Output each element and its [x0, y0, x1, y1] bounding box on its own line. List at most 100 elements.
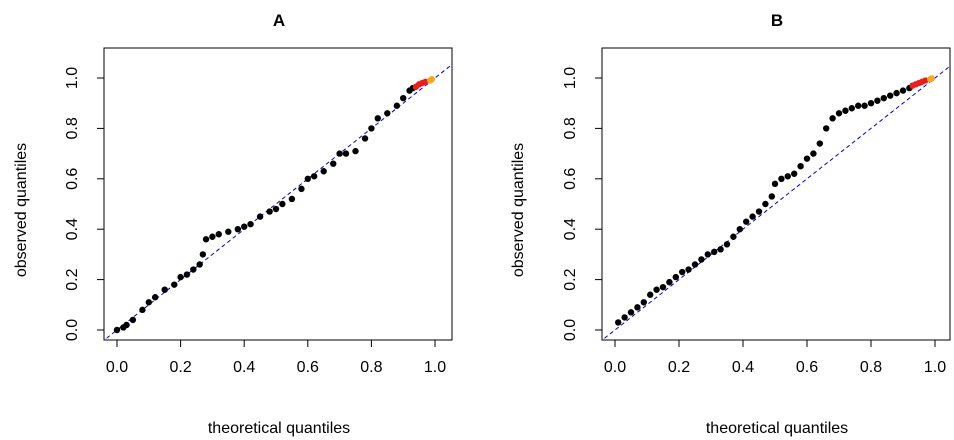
data-point: [749, 213, 756, 220]
data-point: [848, 105, 855, 112]
data-point: [615, 319, 622, 326]
data-point: [304, 175, 311, 182]
data-point: [771, 180, 779, 188]
x-tick-label: 0.0: [604, 359, 626, 376]
data-point: [374, 115, 381, 122]
data-point: [129, 316, 137, 324]
y-tick-label: 0.8: [562, 117, 579, 139]
data-point: [288, 195, 296, 203]
data-point: [704, 251, 711, 258]
data-point: [640, 299, 647, 306]
x-tick-label: 0.4: [732, 359, 754, 376]
data-point: [928, 75, 935, 82]
data-point: [247, 220, 254, 228]
data-point: [139, 306, 146, 314]
x-tick-label: 0.2: [668, 359, 690, 376]
x-axis: 0.0 0.2 0.4 0.6 0.8 1.0: [106, 339, 446, 376]
y-tick-label: 0.6: [64, 168, 81, 190]
data-point: [190, 266, 197, 273]
data-point: [342, 150, 350, 157]
data-point: [797, 163, 804, 170]
data-point: [768, 193, 775, 200]
data-point: [123, 321, 130, 329]
data-point: [352, 147, 359, 155]
data-point: [762, 200, 769, 208]
data-point: [778, 175, 785, 182]
data-point: [647, 291, 654, 298]
x-tick-label: 0.8: [860, 359, 882, 376]
data-point: [672, 273, 679, 281]
data-point: [336, 150, 343, 157]
data-point: [816, 140, 823, 147]
data-point: [256, 213, 264, 220]
data-point: [384, 110, 391, 117]
data-point: [691, 261, 699, 268]
data-point: [899, 87, 907, 94]
x-axis-label: theoretical quantiles: [706, 420, 848, 437]
panel-a: A 0.0 0.2 0.4 0.6 0.8 1.0 0.0 0.2 0.4 0.6 0.8 1.0 the…: [13, 11, 453, 437]
y-tick-label: 1.0: [562, 67, 579, 89]
data-point: [711, 248, 718, 256]
data-point: [829, 115, 836, 122]
data-point: [855, 102, 862, 109]
y-tick-label: 0.2: [562, 268, 579, 290]
x-tick-label: 0.8: [360, 359, 382, 376]
data-point: [428, 76, 436, 83]
y-tick-label: 0.4: [562, 218, 579, 240]
x-tick-label: 0.4: [233, 359, 255, 376]
data-point: [196, 261, 203, 268]
data-point: [887, 92, 894, 99]
data-point: [755, 208, 763, 215]
data-point: [209, 233, 216, 240]
x-tick-label: 0.6: [796, 359, 818, 376]
data-point: [241, 223, 248, 230]
chart-title: B: [771, 11, 783, 30]
y-tick-label: 0.2: [64, 268, 81, 290]
data-point: [320, 168, 327, 175]
data-point: [183, 271, 191, 278]
data-point: [634, 304, 641, 311]
data-point: [685, 266, 692, 273]
data-point: [627, 309, 635, 316]
data-point: [400, 94, 407, 102]
y-tick-label: 0.0: [64, 319, 81, 341]
data-point: [842, 107, 849, 114]
x-axis-label: theoretical quantiles: [208, 420, 350, 437]
y-axis-label: observed quantiles: [13, 143, 30, 277]
data-point: [736, 226, 743, 233]
data-point: [823, 125, 830, 132]
data-point: [730, 233, 737, 240]
reference-line: [104, 65, 452, 340]
reference-line: [602, 65, 950, 340]
x-tick-label: 1.0: [424, 359, 446, 376]
data-point: [330, 160, 337, 167]
data-point: [151, 294, 159, 301]
data-point: [298, 185, 305, 193]
data-point: [310, 173, 318, 180]
data-point: [880, 94, 887, 102]
data-point: [723, 241, 731, 248]
data-point: [177, 273, 184, 281]
data-point: [199, 251, 207, 258]
data-point: [893, 89, 900, 97]
data-point: [861, 102, 868, 109]
y-axis: 0.0 0.2 0.4 0.6 0.8 1.0: [562, 67, 603, 341]
data-point: [361, 135, 369, 142]
data-point: [368, 125, 375, 132]
data-point: [867, 100, 875, 107]
data-point: [874, 97, 881, 104]
data-point: [279, 200, 286, 208]
x-tick-label: 0.2: [169, 359, 191, 376]
data-point: [113, 326, 121, 334]
x-tick-label: 1.0: [924, 359, 946, 376]
data-point: [215, 231, 222, 238]
x-tick-label: 0.6: [297, 359, 319, 376]
y-tick-label: 0.6: [562, 168, 579, 190]
y-tick-label: 0.0: [562, 319, 579, 341]
data-point: [679, 268, 686, 276]
x-axis: 0.0 0.2 0.4 0.6 0.8 1.0: [604, 339, 946, 376]
data-point: [659, 283, 667, 291]
data-points: [113, 76, 436, 334]
